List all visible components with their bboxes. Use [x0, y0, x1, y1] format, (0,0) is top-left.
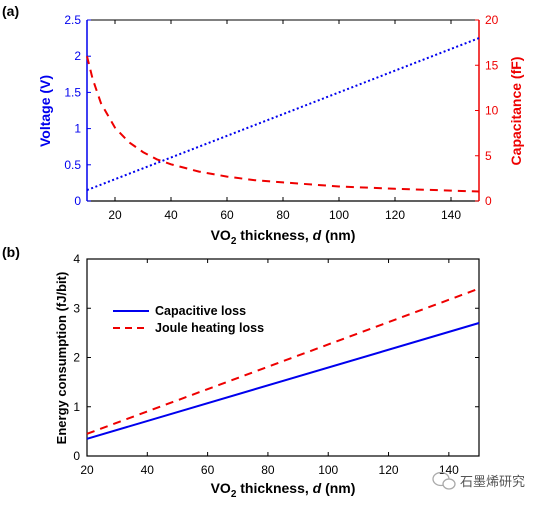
panel-b-label: (b) [2, 244, 20, 260]
x-tick-label: 80 [276, 208, 290, 222]
panel-a-chart: 20 40 60 80 100 120 140 0 0.5 1 1.5 2 2.5 0 5 10 15 20 [64, 13, 498, 222]
y-left-tick-label: 1.5 [64, 85, 81, 99]
series-line-voltage [86, 37, 480, 192]
y-right-tick-label: 20 [485, 13, 499, 27]
series-line-capacitive-loss [86, 322, 480, 440]
panel-a-ylabel-left: Voltage (V) [37, 75, 53, 147]
y-left-tick-label: 0 [74, 194, 81, 208]
y-tick-label: 3 [73, 301, 80, 315]
y-left-tick-label: 1 [74, 122, 81, 136]
x-tick-label: 60 [201, 463, 215, 477]
x-tick-label: 40 [141, 463, 155, 477]
panel-b-ylabel: Energy consumption (fJ/bit) [54, 272, 69, 445]
x-tick-label: 120 [385, 208, 405, 222]
x-tick-label: 140 [439, 463, 459, 477]
y-left-tick-label: 0.5 [64, 158, 81, 172]
y-tick-label: 4 [73, 252, 80, 266]
y-right-tick-label: 5 [485, 149, 492, 163]
legend: Capacitive loss Joule heating loss [113, 304, 264, 335]
panel-b-chart: 20 40 60 80 100 120 140 0 1 2 3 4 [73, 252, 480, 477]
x-tick-label: 120 [379, 463, 399, 477]
legend-entry-capacitive: Capacitive loss [155, 304, 246, 318]
x-tick-label: 60 [220, 208, 234, 222]
y-right-tick-label: 0 [485, 194, 492, 208]
y-left-tick-label: 2 [74, 49, 81, 63]
x-tick-label: 40 [164, 208, 178, 222]
y-left-tick-label: 2.5 [64, 13, 81, 27]
x-tick-label: 20 [108, 208, 122, 222]
legend-entry-joule: Joule heating loss [155, 321, 264, 335]
x-tick-label: 100 [318, 463, 338, 477]
panel-a-label: (a) [2, 3, 19, 19]
watermark-text: 石墨烯研究 [460, 474, 525, 489]
x-tick-label: 100 [329, 208, 349, 222]
watermark: 石墨烯研究 [432, 471, 525, 490]
panel-b-xlabel: VO2 thickness, d (nm) [211, 480, 356, 500]
y-right-tick-label: 15 [485, 58, 499, 72]
x-tick-label: 80 [261, 463, 275, 477]
panel-a-xlabel: VO2 thickness, d (nm) [211, 227, 356, 247]
x-tick-label: 20 [80, 463, 94, 477]
y-tick-label: 0 [73, 449, 80, 463]
y-tick-label: 2 [73, 351, 80, 365]
y-tick-label: 1 [73, 400, 80, 414]
x-tick-label: 140 [441, 208, 461, 222]
y-right-tick-label: 10 [485, 104, 499, 118]
series-line-capacitance [86, 55, 480, 193]
wechat-icon [432, 471, 456, 490]
plot-frame [86, 258, 480, 457]
panel-a-ylabel-right: Capacitance (fF) [508, 57, 524, 166]
